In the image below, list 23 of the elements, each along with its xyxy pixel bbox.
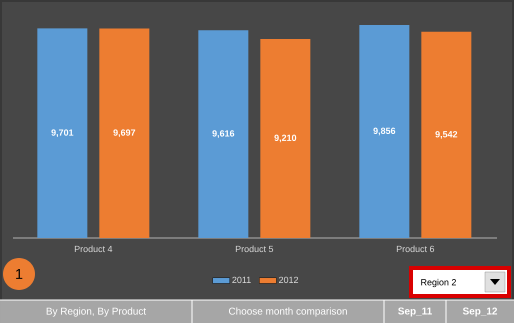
text: Region 2 bbox=[421, 278, 456, 288]
data-label: 9,856 bbox=[373, 128, 396, 136]
x-tick-label: Product 4 bbox=[74, 246, 112, 252]
bar bbox=[99, 28, 150, 238]
data-label: 9,210 bbox=[274, 134, 296, 142]
text: Sep_11 bbox=[398, 307, 432, 317]
text: Choose month comparison bbox=[228, 307, 347, 317]
bar bbox=[37, 28, 88, 238]
text: Sep_12 bbox=[462, 307, 498, 317]
bar bbox=[260, 38, 310, 238]
text: 1 bbox=[16, 269, 22, 279]
x-tick-label: Product 6 bbox=[396, 246, 434, 252]
data-label: 9,616 bbox=[212, 130, 234, 138]
data-label: 9,697 bbox=[113, 129, 136, 138]
data-label: 9,542 bbox=[435, 131, 458, 139]
x-tick-label: Product 5 bbox=[236, 246, 274, 252]
bar bbox=[359, 25, 410, 238]
legend-label: 2011 bbox=[232, 276, 251, 284]
bar bbox=[198, 30, 248, 238]
data-label: 9,701 bbox=[51, 129, 74, 138]
text: By Region, By Product bbox=[46, 307, 146, 317]
bar bbox=[421, 32, 472, 238]
legend-label: 2012 bbox=[279, 276, 298, 284]
